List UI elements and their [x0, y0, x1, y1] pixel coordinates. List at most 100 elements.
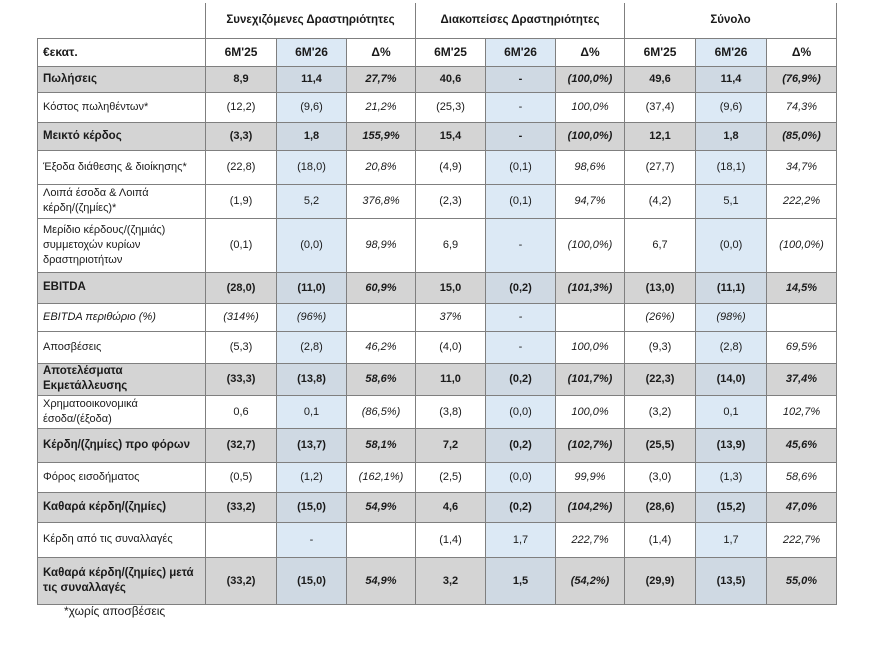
change-pct-cell: 98,6%: [555, 149, 625, 185]
value-cell: (12,2): [205, 91, 277, 123]
row-label: EBITDA περιθώριο (%): [37, 302, 206, 332]
value-cell: (18,1): [695, 149, 767, 185]
table-row: Μερίδιο κέρδους/(ζημιάς) συμμετοχών κυρί…: [37, 217, 837, 273]
value-cell: (0,1): [485, 149, 556, 185]
value-cell: (98%): [695, 302, 767, 332]
table-row: Αποτελέσματα Εκμετάλλευσης (33,3) (13,8) 58…: [37, 362, 837, 396]
value-cell: 1,7: [485, 521, 556, 558]
change-pct-cell: [346, 302, 416, 332]
value-cell: (0,1): [205, 217, 277, 273]
row-label: Κόστος πωληθέντων*: [37, 91, 206, 123]
value-cell: -: [485, 65, 556, 93]
table-row: Καθαρά κέρδη/(ζημίες) (33,2) (15,0) 54,9% 4,…: [37, 491, 837, 523]
table-row: Καθαρά κέρδη/(ζημίες) μετά τις συναλλαγέ…: [37, 556, 837, 605]
value-cell: (29,9): [624, 556, 696, 605]
value-cell: (33,3): [205, 362, 277, 396]
change-pct-cell: [555, 302, 625, 332]
group-total: Σύνολο: [624, 3, 837, 39]
value-cell: 5,1: [695, 183, 767, 219]
table-row: Αποσβέσεις (5,3) (2,8) 46,2% (4,0) -100,0% (9,…: [37, 330, 837, 364]
value-cell: (3,2): [624, 394, 696, 429]
row-label: Πωλήσεις: [37, 65, 206, 93]
row-label: Μεικτό κέρδος: [37, 121, 206, 151]
change-pct-cell: 58,6%: [766, 461, 837, 493]
col-header: 6M'26: [276, 37, 347, 67]
change-pct-cell: 45,6%: [766, 427, 837, 463]
table-row: Έξοδα διάθεσης & διοίκησης* (22,8) (18,0) 2…: [37, 149, 837, 185]
value-cell: (0,0): [485, 461, 556, 493]
value-cell: 0,1: [276, 394, 347, 429]
value-cell: 6,7: [624, 217, 696, 273]
value-cell: (22,3): [624, 362, 696, 396]
value-cell: (3,8): [415, 394, 486, 429]
change-pct-cell: 60,9%: [346, 271, 416, 304]
value-cell: (32,7): [205, 427, 277, 463]
row-label: Έξοδα διάθεσης & διοίκησης*: [37, 149, 206, 185]
col-header: 6M'26: [695, 37, 767, 67]
value-cell: (4,0): [415, 330, 486, 364]
change-pct-cell: (104,2%): [555, 491, 625, 523]
change-pct-cell: (162,1%): [346, 461, 416, 493]
change-pct-cell: (85,0%): [766, 121, 837, 151]
value-cell: (11,1): [695, 271, 767, 304]
value-cell: (0,0): [485, 394, 556, 429]
table-row: Φόρος εισοδήματος (0,5) (1,2) (162,1%) (2,5)…: [37, 461, 837, 493]
value-cell: -: [485, 330, 556, 364]
value-cell: (0,2): [485, 427, 556, 463]
change-pct-cell: 54,9%: [346, 556, 416, 605]
change-pct-cell: 100,0%: [555, 91, 625, 123]
value-cell: -: [485, 302, 556, 332]
row-label: Καθαρά κέρδη/(ζημίες) μετά τις συναλλαγέ…: [37, 556, 206, 605]
value-cell: 11,0: [415, 362, 486, 396]
value-cell: -: [485, 121, 556, 151]
value-cell: (3,3): [205, 121, 277, 151]
value-cell: [205, 521, 277, 558]
col-header: Δ%: [346, 37, 416, 67]
table-row: EBITDA (28,0) (11,0) 60,9% 15,0 (0,2) (101,3%)…: [37, 271, 837, 304]
value-cell: (1,3): [695, 461, 767, 493]
change-pct-cell: 27,7%: [346, 65, 416, 93]
change-pct-cell: 21,2%: [346, 91, 416, 123]
value-cell: 15,0: [415, 271, 486, 304]
change-pct-cell: (100,0%): [555, 217, 625, 273]
corner-cell: [37, 3, 206, 39]
change-pct-cell: (76,9%): [766, 65, 837, 93]
change-pct-cell: 58,1%: [346, 427, 416, 463]
row-label: EBITDA: [37, 271, 206, 304]
value-cell: (27,7): [624, 149, 696, 185]
change-pct-cell: 34,7%: [766, 149, 837, 185]
value-cell: (96%): [276, 302, 347, 332]
value-cell: (33,2): [205, 556, 277, 605]
row-label: Κέρδη/(ζημίες) προ φόρων: [37, 427, 206, 463]
value-cell: (11,0): [276, 271, 347, 304]
value-cell: (1,2): [276, 461, 347, 493]
value-cell: 1,8: [695, 121, 767, 151]
value-cell: (2,3): [415, 183, 486, 219]
footnote: *χωρίς αποσβέσεις: [64, 604, 166, 618]
value-cell: 4,6: [415, 491, 486, 523]
value-cell: (0,2): [485, 491, 556, 523]
change-pct-cell: 222,7%: [555, 521, 625, 558]
value-cell: (4,9): [415, 149, 486, 185]
table-row: Χρηματοοικονομικά έσοδα/(έξοδα) 0,6 0,1 (86…: [37, 394, 837, 429]
unit-label: €εκατ.: [37, 37, 206, 67]
value-cell: (15,0): [276, 556, 347, 605]
value-cell: (25,5): [624, 427, 696, 463]
value-cell: 11,4: [695, 65, 767, 93]
change-pct-cell: 58,6%: [346, 362, 416, 396]
value-cell: 7,2: [415, 427, 486, 463]
group-discontinued: Διακοπείσες Δραστηριότητες: [415, 3, 625, 39]
value-cell: (13,5): [695, 556, 767, 605]
value-cell: (14,0): [695, 362, 767, 396]
value-cell: (0,2): [485, 271, 556, 304]
table-row: Λοιπά έσοδα & Λοιπά κέρδη/(ζημίες)* (1,9)…: [37, 183, 837, 219]
change-pct-cell: (100,0%): [555, 121, 625, 151]
table-row: Μεικτό κέρδος (3,3) 1,8 155,9% 15,4- (100,0%)…: [37, 121, 837, 151]
value-cell: (13,7): [276, 427, 347, 463]
row-label: Λοιπά έσοδα & Λοιπά κέρδη/(ζημίες)*: [37, 183, 206, 219]
value-cell: 8,9: [205, 65, 277, 93]
value-cell: 6,9: [415, 217, 486, 273]
value-cell: (15,2): [695, 491, 767, 523]
column-header-row: €εκατ. 6M'25 6M'26 Δ% 6M'25 6M'26 Δ% 6M'…: [37, 37, 837, 67]
change-pct-cell: 55,0%: [766, 556, 837, 605]
